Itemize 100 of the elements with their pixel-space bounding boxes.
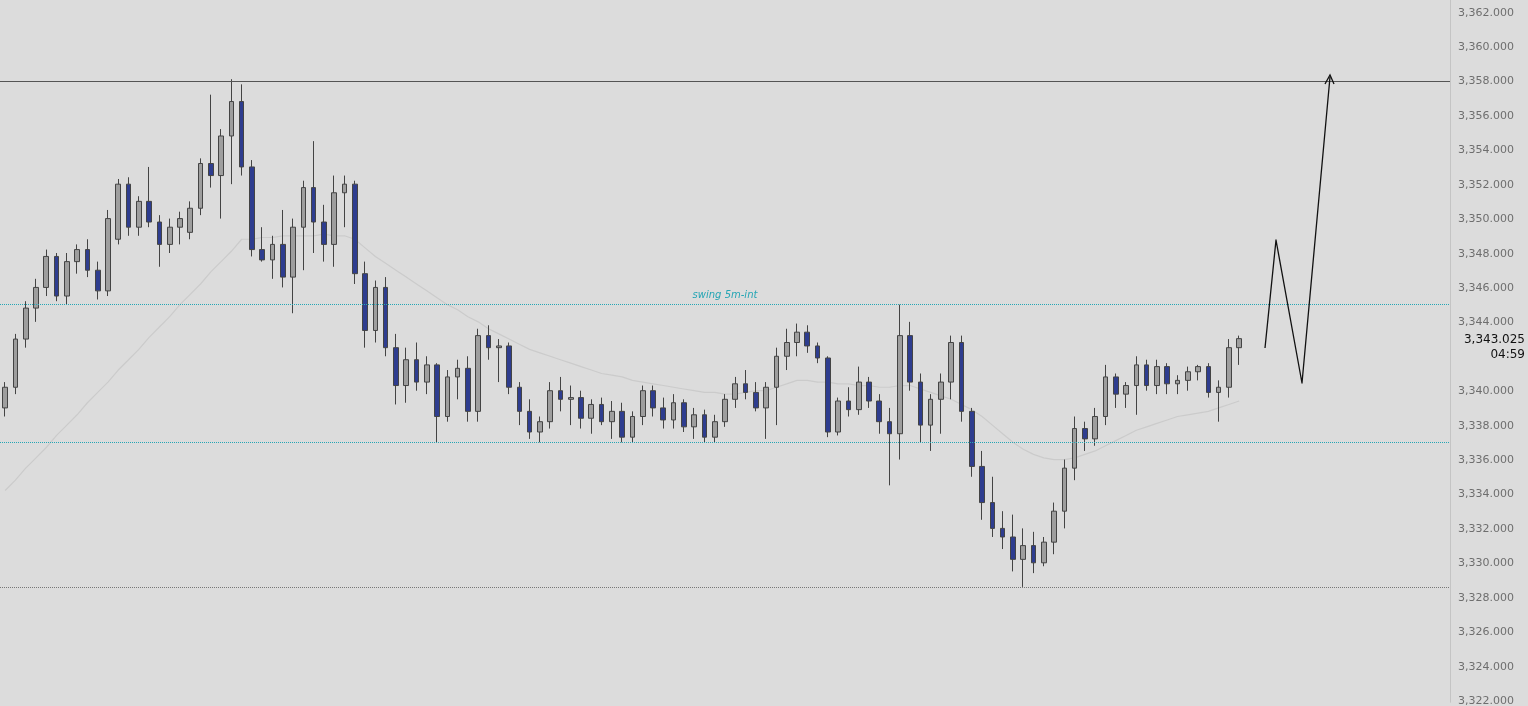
candlestick — [609, 400, 615, 440]
y-tick-label: 3,356.000 — [1458, 108, 1514, 122]
candlestick — [1031, 531, 1036, 574]
line-series — [4, 233, 1240, 492]
candlestick — [393, 333, 399, 405]
candlestick — [650, 385, 656, 418]
candlestick — [846, 386, 851, 418]
candlestick — [660, 397, 666, 430]
candlestick — [825, 355, 831, 438]
y-tick-label: 3,350.000 — [1458, 212, 1514, 226]
candlestick — [537, 416, 543, 443]
candlestick — [475, 328, 481, 423]
candlestick — [290, 218, 296, 314]
candlestick — [486, 324, 491, 361]
candlestick — [1113, 372, 1119, 409]
candlestick — [1206, 362, 1211, 399]
candlestick — [187, 200, 193, 240]
y-tick-label: 3,322.000 — [1458, 694, 1514, 706]
candlestick — [1144, 359, 1149, 392]
candlestick — [1164, 362, 1170, 395]
candlestick — [1226, 338, 1232, 399]
candlestick — [774, 347, 779, 426]
candlestick — [907, 321, 913, 392]
candlestick — [763, 381, 769, 440]
candlestick — [743, 369, 748, 400]
candlestick — [157, 214, 162, 268]
text: 04:59 — [1490, 347, 1526, 361]
candlestick — [568, 385, 574, 426]
candlestick — [146, 166, 152, 228]
candlestick — [352, 180, 358, 285]
candlestick — [301, 180, 306, 271]
y-tick-label: 3,326.000 — [1458, 625, 1514, 639]
candlestick — [784, 328, 790, 371]
candlestick — [95, 261, 101, 300]
y-tick-label: 3,348.000 — [1458, 246, 1514, 260]
candlestick — [990, 476, 995, 538]
candlestick — [794, 323, 800, 357]
candlestick — [1062, 459, 1067, 529]
candlestick — [732, 376, 738, 409]
candlestick — [342, 175, 347, 228]
y-tick-label: 3,344.000 — [1458, 315, 1514, 329]
candlestick — [177, 211, 183, 245]
candlestick — [2, 381, 8, 418]
candlestick — [321, 204, 327, 263]
candlestick — [13, 333, 18, 395]
candlestick — [496, 338, 502, 383]
candlestick — [630, 410, 635, 443]
candlestick — [1010, 514, 1016, 572]
candlestick — [54, 252, 59, 302]
candlestick — [373, 280, 378, 343]
candlestick — [1195, 364, 1201, 381]
candlestick — [64, 252, 70, 306]
candlestick — [136, 195, 142, 237]
candlestick — [1092, 407, 1098, 447]
candlestick — [558, 376, 563, 412]
y-tick-label: 3,336.000 — [1458, 453, 1514, 467]
candlestick — [403, 347, 409, 404]
y-tick-label: 3,358.000 — [1458, 74, 1514, 88]
candlestick — [249, 159, 255, 257]
candlestick — [115, 178, 121, 245]
y-tick-label: 3,362.000 — [1458, 5, 1514, 19]
candlestick — [866, 376, 872, 409]
candlestick — [1103, 364, 1108, 426]
candlestick — [640, 385, 646, 426]
candlestick — [804, 324, 810, 354]
candlestick — [239, 83, 244, 177]
candlestick — [876, 393, 882, 435]
candlestick — [938, 372, 944, 435]
candlestick — [198, 157, 203, 216]
candlestick — [1154, 359, 1160, 395]
candlestick — [445, 369, 450, 423]
candlestick — [33, 278, 39, 323]
candlestick — [918, 372, 923, 443]
candlestick — [414, 342, 419, 392]
y-tick-label: 3,324.000 — [1458, 659, 1514, 673]
candlestick — [506, 342, 512, 395]
candlestick — [1123, 381, 1129, 409]
candlestick — [270, 235, 275, 280]
candlestick — [85, 238, 90, 278]
candlestick — [424, 355, 430, 395]
candlestick — [229, 78, 234, 185]
candlestick — [43, 249, 49, 297]
candlestick — [517, 381, 522, 426]
candlestick — [599, 397, 604, 426]
ref-line-label: swing 5m-int — [692, 289, 759, 301]
candlestick — [887, 407, 892, 486]
candlestick — [1082, 421, 1088, 452]
candlestick — [959, 335, 964, 423]
candlestick — [948, 335, 954, 400]
candlestick — [969, 407, 975, 478]
candlestick — [218, 128, 224, 220]
y-tick-label: 3,354.000 — [1458, 143, 1514, 157]
candlestick — [126, 176, 131, 237]
candlestick — [74, 243, 80, 275]
y-tick-label: 3,334.000 — [1458, 487, 1514, 501]
candlestick — [815, 342, 820, 364]
candlestick — [712, 414, 718, 443]
candlestick — [547, 381, 553, 430]
candlestick — [311, 140, 316, 254]
candlestick — [1175, 374, 1180, 395]
